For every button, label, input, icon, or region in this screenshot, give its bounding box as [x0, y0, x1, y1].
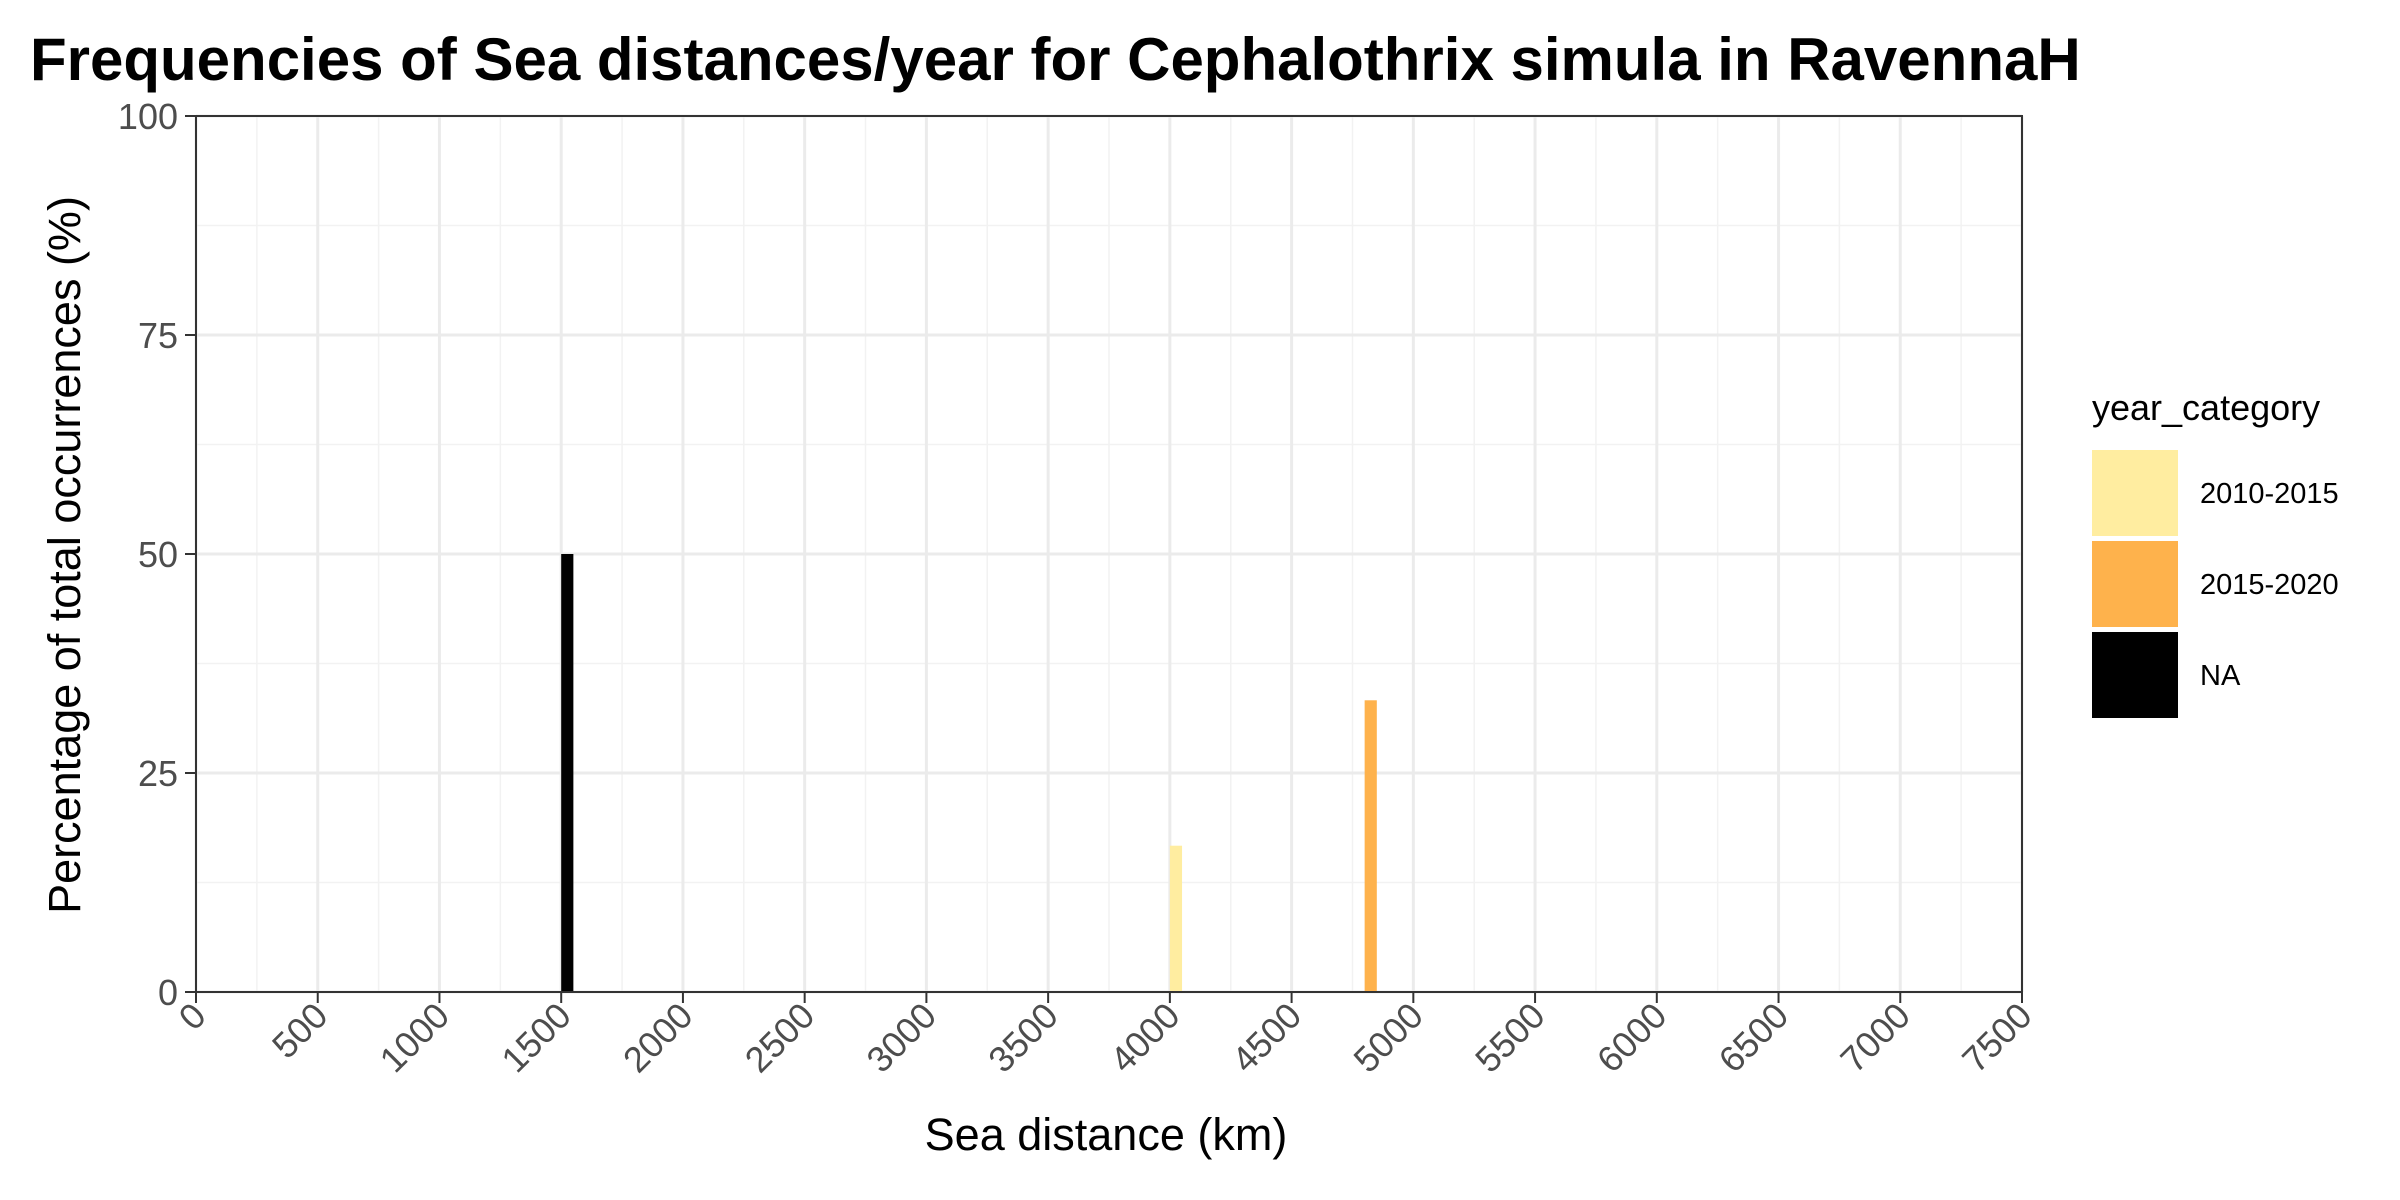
bar — [1169, 845, 1183, 992]
x-tick-label: 4500 — [1224, 995, 1310, 1081]
legend-label: NA — [2200, 660, 2241, 692]
y-tick-label: 75 — [138, 315, 178, 356]
legend-key — [2092, 450, 2178, 536]
x-tick-label: 2500 — [737, 995, 823, 1081]
x-tick-label: 6500 — [1711, 995, 1797, 1081]
x-tick-label: 3500 — [980, 995, 1066, 1081]
bar — [1364, 700, 1377, 992]
x-tick-label: 7500 — [1954, 995, 2040, 1081]
x-tick-label: 3000 — [858, 995, 944, 1081]
legend: year_category 2010-2015 2015-2020 NA — [2092, 387, 2339, 718]
x-tick-label: 4000 — [1102, 995, 1188, 1081]
y-tick-label: 100 — [118, 96, 178, 137]
bars-layer — [561, 554, 1377, 992]
x-axis-title: Sea distance (km) — [925, 1109, 1288, 1160]
x-tick-label: 7000 — [1832, 995, 1918, 1081]
y-axis-title: Percentage of total occurrences (%) — [39, 196, 90, 914]
x-tick-label: 6000 — [1589, 995, 1675, 1081]
y-axis: 0 25 50 75 100 — [118, 96, 196, 1013]
x-tick-label: 1000 — [371, 995, 457, 1081]
bar — [561, 554, 574, 992]
y-tick-label: 50 — [138, 534, 178, 575]
x-tick-label: 1500 — [493, 995, 579, 1081]
legend-title: year_category — [2092, 387, 2320, 428]
chart-title: Frequencies of Sea distances/year for Ce… — [30, 26, 2081, 93]
legend-key — [2092, 632, 2178, 718]
x-tick-label: 5500 — [1467, 995, 1553, 1081]
x-tick-label: 500 — [264, 995, 335, 1066]
y-tick-label: 0 — [158, 972, 178, 1013]
x-tick-label: 0 — [171, 995, 214, 1038]
y-tick-label: 25 — [138, 753, 178, 794]
x-tick-label: 2000 — [615, 995, 701, 1081]
legend-label: 2010-2015 — [2200, 478, 2339, 510]
x-axis: 0 500 1000 1500 2000 2500 3000 3500 4000 4500 5000… — [171, 992, 2040, 1080]
legend-label: 2015-2020 — [2200, 569, 2339, 601]
grid-layer — [194, 114, 2024, 994]
x-tick-label: 5000 — [1345, 995, 1431, 1081]
legend-key — [2092, 541, 2178, 627]
